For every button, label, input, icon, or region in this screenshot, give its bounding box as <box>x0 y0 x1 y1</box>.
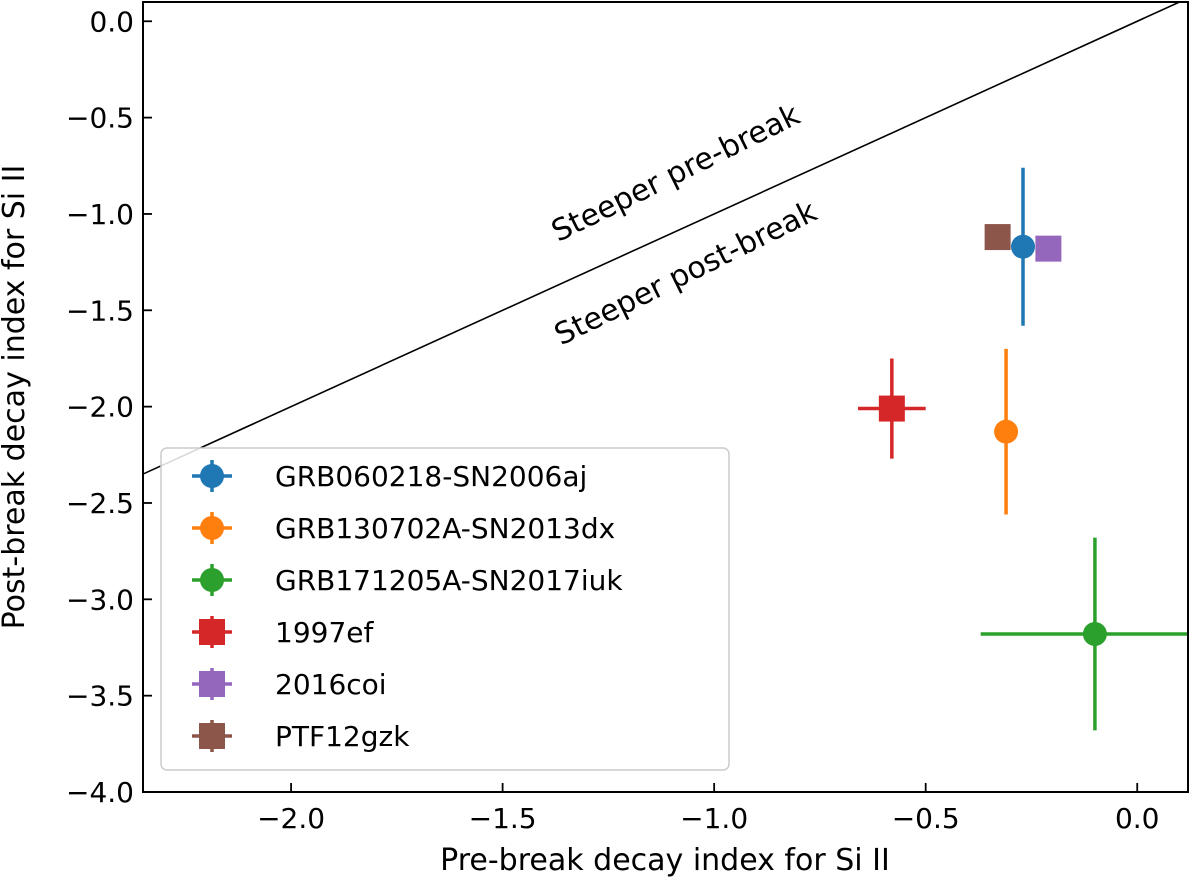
x-tick-label: −1.0 <box>680 802 748 835</box>
y-tick-label: −2.0 <box>66 391 134 424</box>
y-tick-label: 0.0 <box>89 5 134 38</box>
x-axis-label: Pre-break decay index for Si II <box>440 843 890 878</box>
data-point <box>994 419 1019 444</box>
plot-content <box>143 2 1188 731</box>
x-tick-label: −2.0 <box>257 802 325 835</box>
legend-marker-4 <box>192 668 232 700</box>
legend-symbol <box>199 723 225 749</box>
series-3 <box>858 358 926 459</box>
legend-label-ptf12gzk: PTF12gzk <box>275 720 410 753</box>
y-tick-label: −2.5 <box>66 487 134 520</box>
legend-marker-1 <box>192 512 232 544</box>
data-point <box>878 395 905 422</box>
legend-label-2016coi: 2016coi <box>275 668 387 701</box>
series-5 <box>984 224 1011 251</box>
series-4 <box>1035 235 1062 262</box>
y-tick-label: −1.5 <box>66 294 134 327</box>
data-point <box>984 224 1011 251</box>
data-point <box>1035 235 1062 262</box>
legend-symbol <box>199 671 225 697</box>
legend-label-grb171205a: GRB171205A-SN2017iuk <box>275 564 623 597</box>
legend-symbol <box>200 516 224 540</box>
y-tick-label: −4.0 <box>66 776 134 809</box>
y-tick-label: −1.0 <box>66 198 134 231</box>
legend-symbol <box>199 619 225 645</box>
legend-marker-0 <box>192 460 232 492</box>
x-axis: −2.0 −1.5 −1.0 −0.5 0.0 <box>257 783 1159 835</box>
series-0 <box>1011 167 1035 326</box>
legend-marker-2 <box>192 564 232 596</box>
data-point <box>1082 622 1107 646</box>
x-tick-label: −0.5 <box>892 802 960 835</box>
data-point <box>1011 234 1035 259</box>
axes-frame <box>142 1 1189 793</box>
legend-marker-5 <box>192 720 232 752</box>
y-tick-label: −0.5 <box>66 102 134 135</box>
legend: GRB060218-SN2006aj GRB130702A-SN2013dx G… <box>160 447 730 771</box>
x-tick-label: 0.0 <box>1115 802 1160 835</box>
legend-symbol <box>200 568 224 592</box>
y-tick-label: −3.0 <box>66 583 134 616</box>
y-axis-label: Post-break decay index for Si II <box>0 165 32 630</box>
x-tick-label: −1.5 <box>469 802 537 835</box>
legend-label-grb130702a: GRB130702A-SN2013dx <box>275 512 615 545</box>
legend-frame <box>160 447 730 771</box>
plot-area <box>143 2 1188 731</box>
legend-label-grb060218: GRB060218-SN2006aj <box>275 460 587 493</box>
legend-symbol <box>200 464 224 488</box>
y-tick-label: −3.5 <box>66 680 134 713</box>
reference-line <box>143 2 1182 475</box>
y-axis: 0.0 −0.5 −1.0 −1.5 −2.0 −2.5 −3.0 −3.5 −4.0 <box>66 5 152 809</box>
series-2 <box>980 537 1188 731</box>
legend-marker-3 <box>192 616 232 648</box>
series-1 <box>994 348 1019 515</box>
legend-label-1997ef: 1997ef <box>275 616 374 649</box>
